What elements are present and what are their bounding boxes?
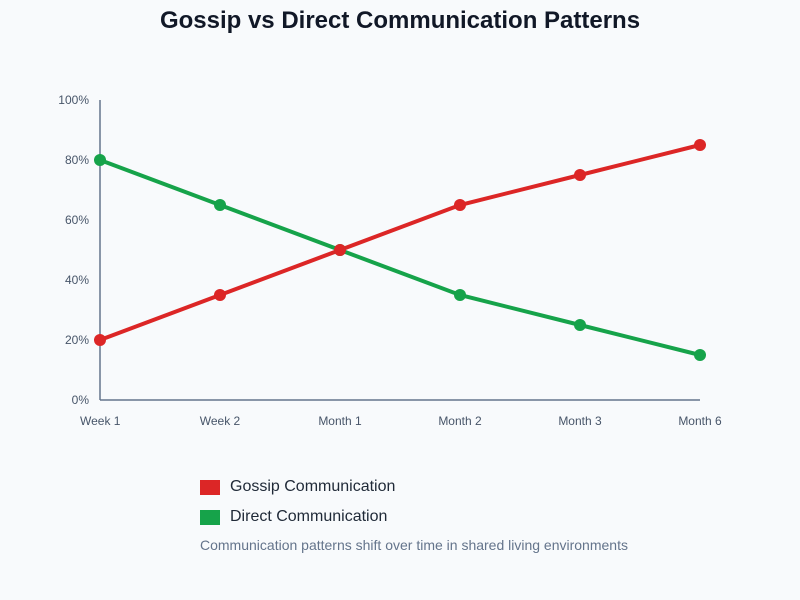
series-line <box>99 143 701 342</box>
x-tick-label: Month 1 <box>318 414 362 428</box>
legend-swatch-gossip <box>200 479 220 495</box>
legend-label-direct: Direct Communication <box>230 508 388 525</box>
y-tick-label: 80% <box>65 153 89 167</box>
x-tick-label: Week 1 <box>80 414 121 428</box>
data-point <box>454 289 466 301</box>
legend-item-direct: Direct Communication <box>200 508 387 526</box>
y-tick-label: 40% <box>65 273 89 287</box>
legend-swatch-direct <box>200 509 220 525</box>
data-point <box>94 154 106 166</box>
y-tick-label: 60% <box>65 213 89 227</box>
x-tick-label: Month 6 <box>678 414 722 428</box>
line-chart: 0% 20% 40% 60% 80% 100% Week 1 Week 2 Month 1 Mon… <box>58 93 722 428</box>
y-tick-label: 100% <box>58 93 89 107</box>
data-point <box>214 199 226 211</box>
data-point <box>574 319 586 331</box>
x-tick-label: Month 3 <box>558 414 602 428</box>
chart-note: Communication patterns shift over time i… <box>200 537 628 553</box>
data-point <box>574 169 586 181</box>
chart-title: Gossip vs Direct Communication Patterns <box>159 7 641 34</box>
data-point <box>694 349 706 361</box>
data-point <box>334 244 346 256</box>
data-point <box>694 139 706 151</box>
y-tick-label: 0% <box>72 393 90 407</box>
y-tick-label: 20% <box>65 333 89 347</box>
data-point <box>454 199 466 211</box>
data-point <box>214 289 226 301</box>
legend-label-gossip: Gossip Communication <box>230 478 396 495</box>
x-tick-label: Week 2 <box>200 414 241 428</box>
x-tick-label: Month 2 <box>438 414 482 428</box>
legend-item-gossip: Gossip Communication <box>200 478 395 496</box>
data-point <box>94 334 106 346</box>
series-line <box>99 158 701 357</box>
